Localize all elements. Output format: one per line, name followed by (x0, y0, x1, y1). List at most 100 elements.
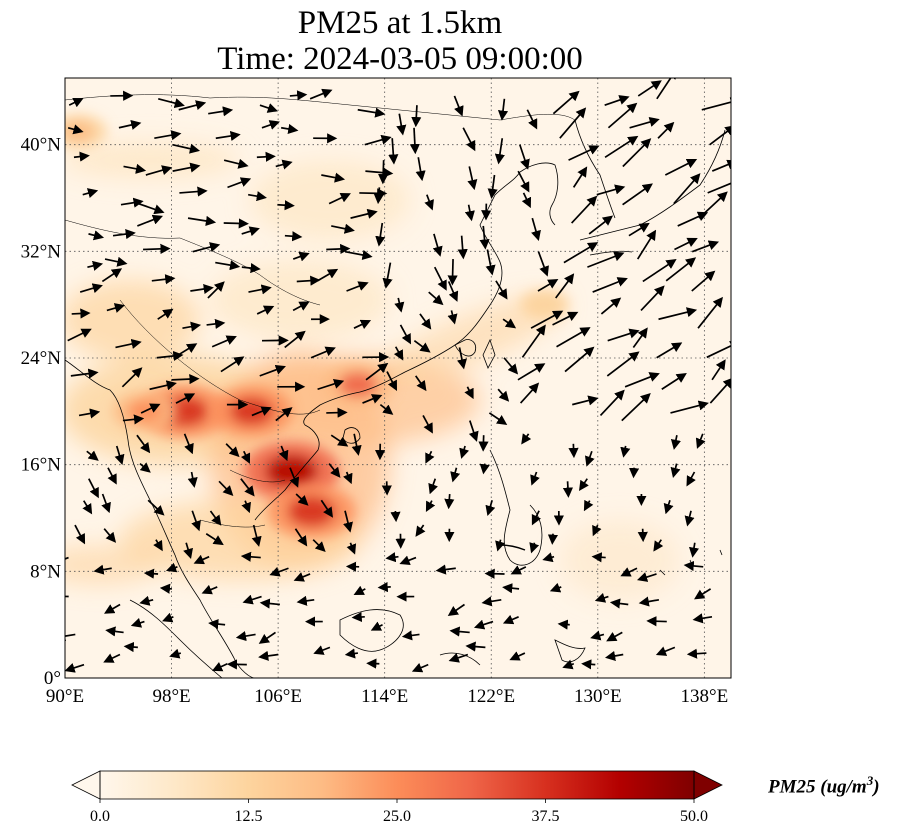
wind-arrow (70, 368, 99, 379)
wind-arrow (479, 463, 490, 475)
wind-arrow (169, 648, 182, 659)
wind-arrow (658, 307, 698, 321)
wind-arrow (459, 445, 470, 459)
wind-arrow (572, 166, 588, 188)
wind-arrow (346, 542, 357, 555)
wind-arrow (277, 200, 295, 211)
wind-arrow (87, 260, 104, 271)
wind-arrow (258, 631, 276, 644)
wind-arrow (479, 225, 490, 250)
wind-arrow (101, 493, 111, 514)
wind-arrow (208, 106, 234, 117)
wind-arrow (105, 626, 124, 637)
wind-arrow (130, 617, 145, 628)
wind-arrow (686, 471, 696, 487)
wind-arrow (241, 500, 251, 514)
wind-arrow (563, 242, 599, 264)
pm25-hotspot (211, 386, 292, 437)
wind-arrow (447, 259, 458, 286)
wind-arrow (370, 621, 383, 631)
wind-arrow (549, 582, 562, 593)
wind-arrow (530, 471, 540, 486)
wind-arrow (694, 588, 712, 600)
colorbar-tick-label: 0.0 (90, 808, 110, 825)
wind-arrow (607, 102, 638, 129)
wind-arrow (296, 595, 315, 606)
wind-arrow (378, 160, 389, 185)
wind-arrow (107, 467, 117, 485)
wind-arrow (220, 356, 245, 373)
wind-arrow (375, 222, 386, 247)
wind-arrow (653, 539, 664, 552)
wind-arrow (628, 222, 650, 237)
wind-arrow (399, 324, 412, 345)
wind-arrow (121, 367, 143, 388)
wind-arrow (275, 159, 293, 170)
wind-arrow (106, 303, 126, 313)
wind-arrow (495, 280, 508, 300)
wind-arrow (310, 346, 336, 359)
wind-arrow (346, 281, 369, 292)
wind-arrow (673, 173, 701, 205)
wind-arrow (215, 260, 241, 271)
wind-arrow (225, 443, 240, 458)
wind-arrow (159, 583, 172, 594)
wind-arrow (143, 568, 159, 579)
wind-arrow (468, 420, 479, 442)
wind-arrow (691, 240, 720, 253)
wind-arrow (622, 183, 653, 206)
wind-arrow (632, 327, 648, 348)
wind-arrow (289, 90, 308, 101)
wind-arrow (179, 186, 208, 197)
wind-arrow (227, 177, 252, 189)
wind-arrow (526, 109, 538, 130)
wind-arrow (488, 412, 508, 425)
wind-arrow (328, 193, 351, 205)
wind-arrow (698, 191, 728, 219)
colorbar-tick-label: 37.5 (532, 808, 560, 825)
wind-arrow (636, 229, 657, 260)
wind-arrow (353, 585, 366, 595)
wind-arrow (101, 268, 123, 283)
wind-arrow (422, 415, 433, 434)
wind-arrow (377, 581, 391, 593)
wind-arrow (275, 407, 293, 422)
y-tick-label: 32°N (21, 241, 62, 262)
wind-arrow (665, 257, 697, 282)
wind-arrow (552, 90, 580, 115)
wind-arrow (485, 249, 496, 276)
wind-arrow (154, 130, 182, 141)
wind-arrow (350, 208, 378, 219)
wind-arrow (592, 524, 602, 537)
wind-arrow (67, 124, 84, 135)
wind-arrow (510, 565, 527, 575)
wind-arrow (609, 598, 629, 609)
wind-arrow (258, 650, 279, 661)
wind-arrow (674, 237, 698, 251)
wind-arrow (193, 554, 210, 565)
wind-arrow (289, 467, 300, 488)
wind-arrow (240, 551, 261, 562)
wind-arrow (240, 478, 255, 497)
wind-arrow (428, 478, 438, 495)
wind-arrow (686, 648, 707, 659)
wind-arrow (428, 291, 444, 306)
wind-arrow (709, 125, 731, 146)
wind-arrow (502, 614, 519, 625)
wind-arrow (251, 406, 272, 417)
wind-arrow (636, 572, 657, 582)
wind-arrow (73, 151, 90, 162)
wind-arrow (112, 229, 136, 240)
y-tick-label: 16°N (21, 455, 62, 476)
wind-arrow (399, 555, 417, 566)
wind-arrow (688, 542, 700, 558)
wind-arrow (604, 95, 630, 106)
x-tick-label: 106°E (254, 686, 302, 707)
colorbar-tick-label: 25.0 (383, 808, 411, 825)
wind-arrow (256, 151, 276, 162)
wind-arrow (448, 652, 469, 663)
x-tick-label: 122°E (467, 686, 515, 707)
wind-arrow (351, 611, 365, 623)
wind-arrow (223, 158, 249, 169)
wind-arrow (138, 202, 165, 215)
